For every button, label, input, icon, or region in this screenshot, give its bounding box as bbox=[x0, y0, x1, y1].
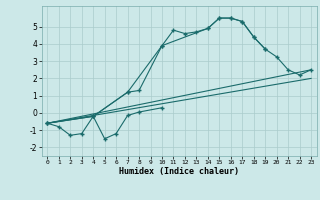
X-axis label: Humidex (Indice chaleur): Humidex (Indice chaleur) bbox=[119, 167, 239, 176]
